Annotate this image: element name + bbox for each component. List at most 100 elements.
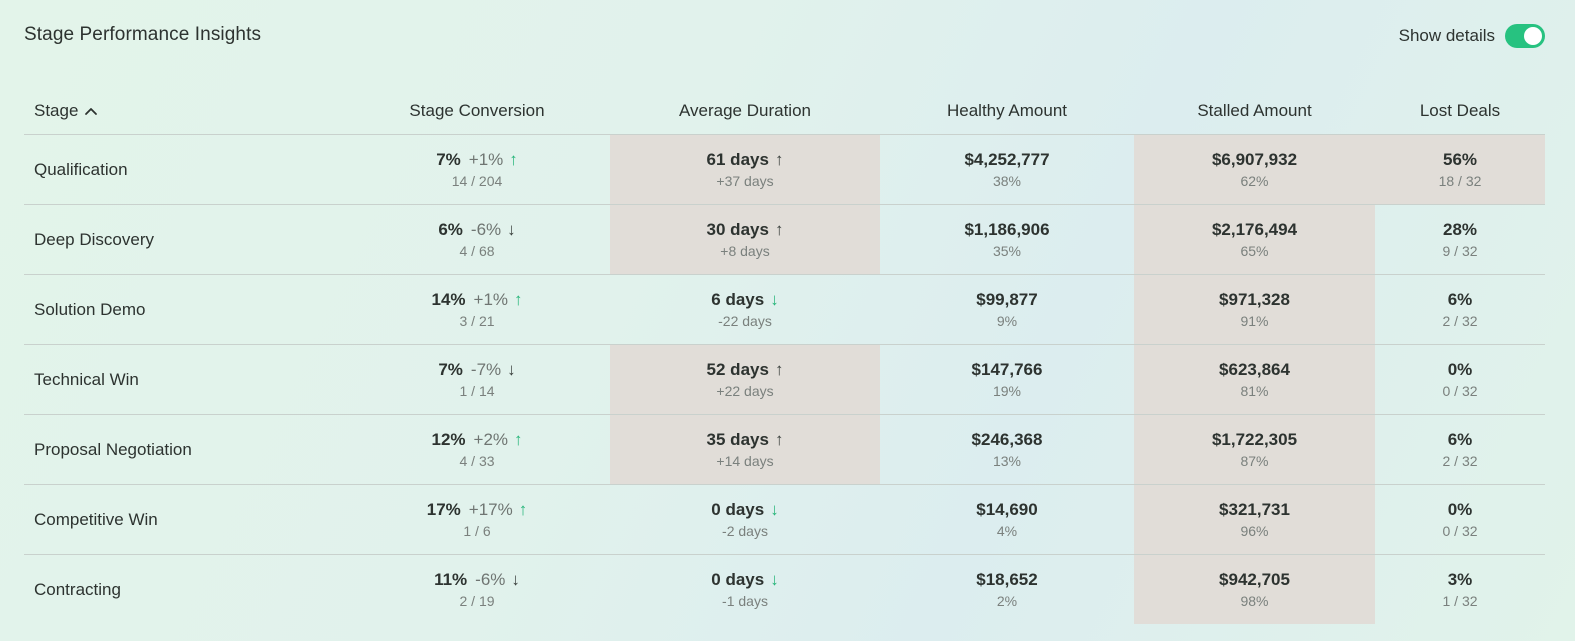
duration-main: 30 days ↑ — [610, 219, 880, 241]
column-header-stage[interactable]: Stage — [24, 88, 344, 135]
stage-name-cell: Solution Demo — [24, 274, 344, 345]
trend-arrow-icon: ↑ — [774, 219, 784, 239]
table-row[interactable]: Qualification 7% +1% ↑ 14 / 204 61 days ↑ +… — [24, 134, 1545, 205]
lost-ratio: 18 / 32 — [1438, 172, 1482, 189]
average-duration-cell: 35 days ↑ +14 days — [610, 414, 880, 485]
table-row[interactable]: Proposal Negotiation 12% +2% ↑ 4 / 33 35 d… — [24, 414, 1545, 485]
stage-name: Deep Discovery — [34, 229, 154, 249]
stage-name: Competitive Win — [34, 509, 158, 529]
duration-main: 35 days ↑ — [610, 429, 880, 451]
conversion-delta: +17% — [468, 499, 513, 519]
stage-name: Contracting — [34, 579, 121, 599]
table-row[interactable]: Contracting 11% -6% ↓ 2 / 19 0 days ↓ -1 da… — [24, 554, 1545, 625]
duration-delta: -2 days — [722, 522, 768, 539]
lost-ratio: 2 / 32 — [1442, 452, 1478, 469]
lost-ratio: 2 / 32 — [1442, 312, 1478, 329]
trend-arrow-icon: ↓ — [511, 569, 520, 589]
duration-main: 6 days ↓ — [610, 289, 880, 311]
stage-name: Technical Win — [34, 369, 139, 389]
table-row[interactable]: Solution Demo 14% +1% ↑ 3 / 21 6 days ↓ -22… — [24, 274, 1545, 345]
table-header-row: Stage Stage Conversion Average Duration … — [24, 88, 1545, 135]
healthy-amount-cell: $14,690 4% — [880, 484, 1134, 555]
stalled-percent: 96% — [1240, 522, 1269, 539]
duration-value: 0 days — [711, 569, 765, 589]
stage-conversion-cell: 11% -6% ↓ 2 / 19 — [344, 555, 610, 625]
trend-arrow-icon: ↑ — [509, 149, 518, 169]
healthy-amount: $246,368 — [971, 429, 1043, 449]
stage-name-cell: Deep Discovery — [24, 204, 344, 275]
stage-name: Solution Demo — [34, 299, 146, 319]
stage-name-cell: Qualification — [24, 134, 344, 205]
stalled-amount: $321,731 — [1219, 499, 1290, 519]
healthy-amount-cell: $99,877 9% — [880, 274, 1134, 345]
stalled-percent: 81% — [1240, 382, 1269, 399]
conversion-ratio: 4 / 33 — [459, 452, 495, 469]
stage-name: Proposal Negotiation — [34, 439, 192, 459]
show-details-label: Show details — [1398, 26, 1495, 45]
healthy-amount: $1,186,906 — [964, 219, 1050, 239]
trend-arrow-icon: ↑ — [514, 429, 523, 449]
stalled-amount: $6,907,932 — [1211, 149, 1298, 169]
duration-main: 0 days ↓ — [610, 569, 880, 591]
sort-ascending-icon[interactable] — [84, 101, 98, 121]
stalled-amount-cell: $321,731 96% — [1134, 484, 1375, 555]
lost-deals-cell: 0% 0 / 32 — [1375, 344, 1545, 415]
healthy-amount: $14,690 — [976, 499, 1038, 519]
trend-arrow-icon: ↑ — [514, 289, 523, 309]
duration-value: 52 days — [706, 359, 769, 379]
stage-conversion-cell: 6% -6% ↓ 4 / 68 — [344, 204, 610, 275]
lost-ratio: 9 / 32 — [1442, 242, 1478, 259]
table-row[interactable]: Technical Win 7% -7% ↓ 1 / 14 52 days ↑ +22… — [24, 344, 1545, 415]
conversion-main: 6% -6% ↓ — [344, 219, 610, 241]
duration-value: 61 days — [706, 149, 769, 169]
lost-percent: 3% — [1447, 569, 1473, 589]
lost-deals-cell: 3% 1 / 32 — [1375, 555, 1545, 625]
conversion-main: 14% +1% ↑ — [344, 289, 610, 311]
duration-delta: +14 days — [716, 452, 774, 469]
lost-deals-cell: 0% 0 / 32 — [1375, 484, 1545, 555]
conversion-percent: 17% — [426, 499, 461, 519]
table-row[interactable]: Competitive Win 17% +17% ↑ 1 / 6 0 days ↓ -… — [24, 484, 1545, 555]
stage-name-cell: Competitive Win — [24, 484, 344, 555]
duration-main: 0 days ↓ — [610, 499, 880, 521]
duration-delta: +22 days — [716, 382, 774, 399]
stage-name-cell: Contracting — [24, 555, 344, 625]
healthy-amount-cell: $147,766 19% — [880, 344, 1134, 415]
column-header-healthy-amount[interactable]: Healthy Amount — [880, 88, 1134, 135]
show-details-toggle[interactable] — [1505, 24, 1545, 48]
column-header-stalled-amount[interactable]: Stalled Amount — [1134, 88, 1375, 135]
stalled-percent: 87% — [1240, 452, 1269, 469]
lost-percent: 0% — [1447, 359, 1473, 379]
stalled-amount-cell: $1,722,305 87% — [1134, 414, 1375, 485]
panel-title: Stage Performance Insights — [24, 24, 262, 45]
conversion-ratio: 4 / 68 — [459, 242, 495, 259]
lost-percent: 28% — [1442, 219, 1478, 239]
column-header-label: Stage — [34, 100, 79, 120]
conversion-percent: 7% — [436, 149, 461, 169]
duration-main: 52 days ↑ — [610, 359, 880, 381]
trend-arrow-icon: ↑ — [518, 499, 528, 519]
duration-value: 6 days — [711, 289, 765, 309]
table-row[interactable]: Deep Discovery 6% -6% ↓ 4 / 68 30 days ↑ +8… — [24, 204, 1545, 275]
stage-conversion-cell: 7% -7% ↓ 1 / 14 — [344, 344, 610, 415]
healthy-percent: 13% — [992, 452, 1022, 469]
table-body: Qualification 7% +1% ↑ 14 / 204 61 days ↑ +… — [24, 134, 1545, 625]
conversion-main: 7% +1% ↑ — [344, 149, 610, 171]
average-duration-cell: 61 days ↑ +37 days — [610, 134, 880, 205]
conversion-main: 7% -7% ↓ — [344, 359, 610, 381]
lost-percent: 0% — [1447, 499, 1473, 519]
column-header-stage-conversion[interactable]: Stage Conversion — [344, 88, 610, 135]
conversion-percent: 12% — [431, 429, 466, 449]
conversion-ratio: 2 / 19 — [459, 592, 495, 609]
average-duration-cell: 52 days ↑ +22 days — [610, 344, 880, 415]
duration-delta: -22 days — [718, 312, 772, 329]
healthy-amount: $147,766 — [971, 359, 1043, 379]
column-header-average-duration[interactable]: Average Duration — [610, 88, 880, 135]
lost-deals-cell: 56% 18 / 32 — [1375, 134, 1545, 205]
column-header-lost-deals[interactable]: Lost Deals — [1375, 88, 1545, 135]
stalled-amount: $2,176,494 — [1211, 219, 1298, 239]
conversion-delta: -6% — [470, 219, 502, 239]
conversion-percent: 14% — [431, 289, 466, 309]
healthy-percent: 4% — [996, 522, 1018, 539]
conversion-delta: +2% — [473, 429, 509, 449]
